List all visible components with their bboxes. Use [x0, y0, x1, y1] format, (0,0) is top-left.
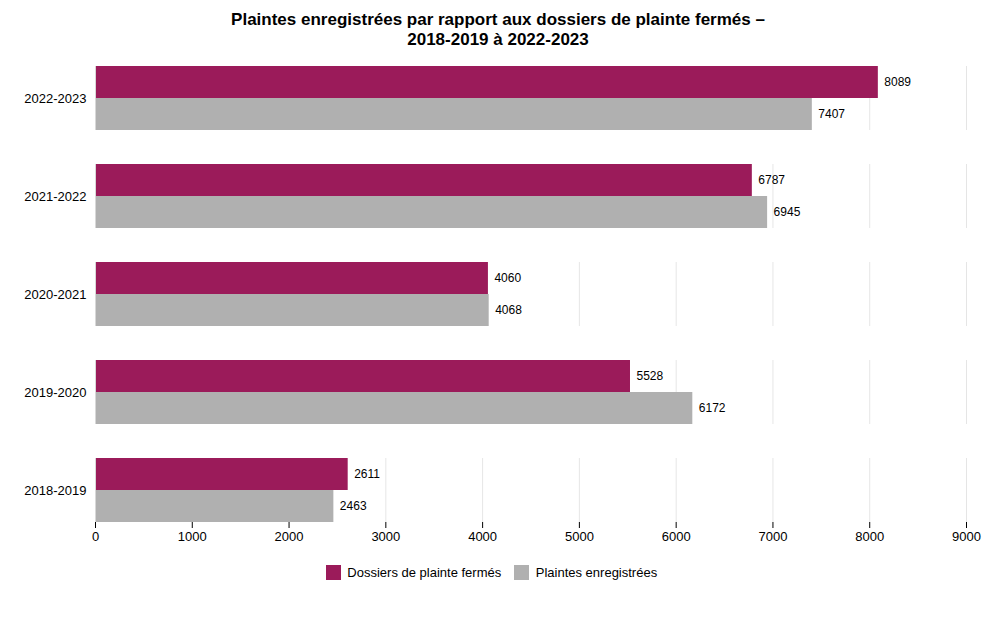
svg-text:7000: 7000 — [758, 529, 787, 544]
svg-text:2022-2023: 2022-2023 — [24, 91, 86, 106]
svg-text:2611: 2611 — [354, 467, 380, 481]
svg-text:6787: 6787 — [758, 173, 785, 187]
svg-text:5000: 5000 — [565, 529, 594, 544]
html-text:Plaintes enregistrées: Plaintes enregistrées — [535, 565, 658, 580]
svg-text:2019-2020: 2019-2020 — [24, 385, 86, 400]
svg-text:6945: 6945 — [774, 205, 801, 219]
svg-text:2463: 2463 — [340, 499, 367, 513]
svg-text:9000: 9000 — [952, 529, 981, 544]
svg-text:0: 0 — [92, 529, 99, 544]
svg-text:7407: 7407 — [818, 107, 845, 121]
svg-text:6000: 6000 — [662, 529, 691, 544]
svg-text:8089: 8089 — [884, 75, 911, 89]
html-text:Dossiers de plainte fermés: Dossiers de plainte fermés — [347, 565, 502, 580]
svg-text:5528: 5528 — [636, 369, 663, 383]
svg-text:6172: 6172 — [699, 401, 726, 415]
svg-text:2000: 2000 — [275, 529, 304, 544]
svg-text:1000: 1000 — [178, 529, 207, 544]
svg-text:2020-2021: 2020-2021 — [24, 287, 86, 302]
svg-text:4000: 4000 — [468, 529, 497, 544]
svg-text:8000: 8000 — [855, 529, 884, 544]
html-text:Plaintes enregistrées par rapp: Plaintes enregistrées par rapport aux do… — [231, 10, 765, 49]
svg-text:2018-2019: 2018-2019 — [24, 483, 86, 498]
svg-text:4068: 4068 — [495, 303, 522, 317]
svg-text:2021-2022: 2021-2022 — [24, 189, 86, 204]
svg-text:3000: 3000 — [371, 529, 400, 544]
svg-text:4060: 4060 — [494, 271, 521, 285]
